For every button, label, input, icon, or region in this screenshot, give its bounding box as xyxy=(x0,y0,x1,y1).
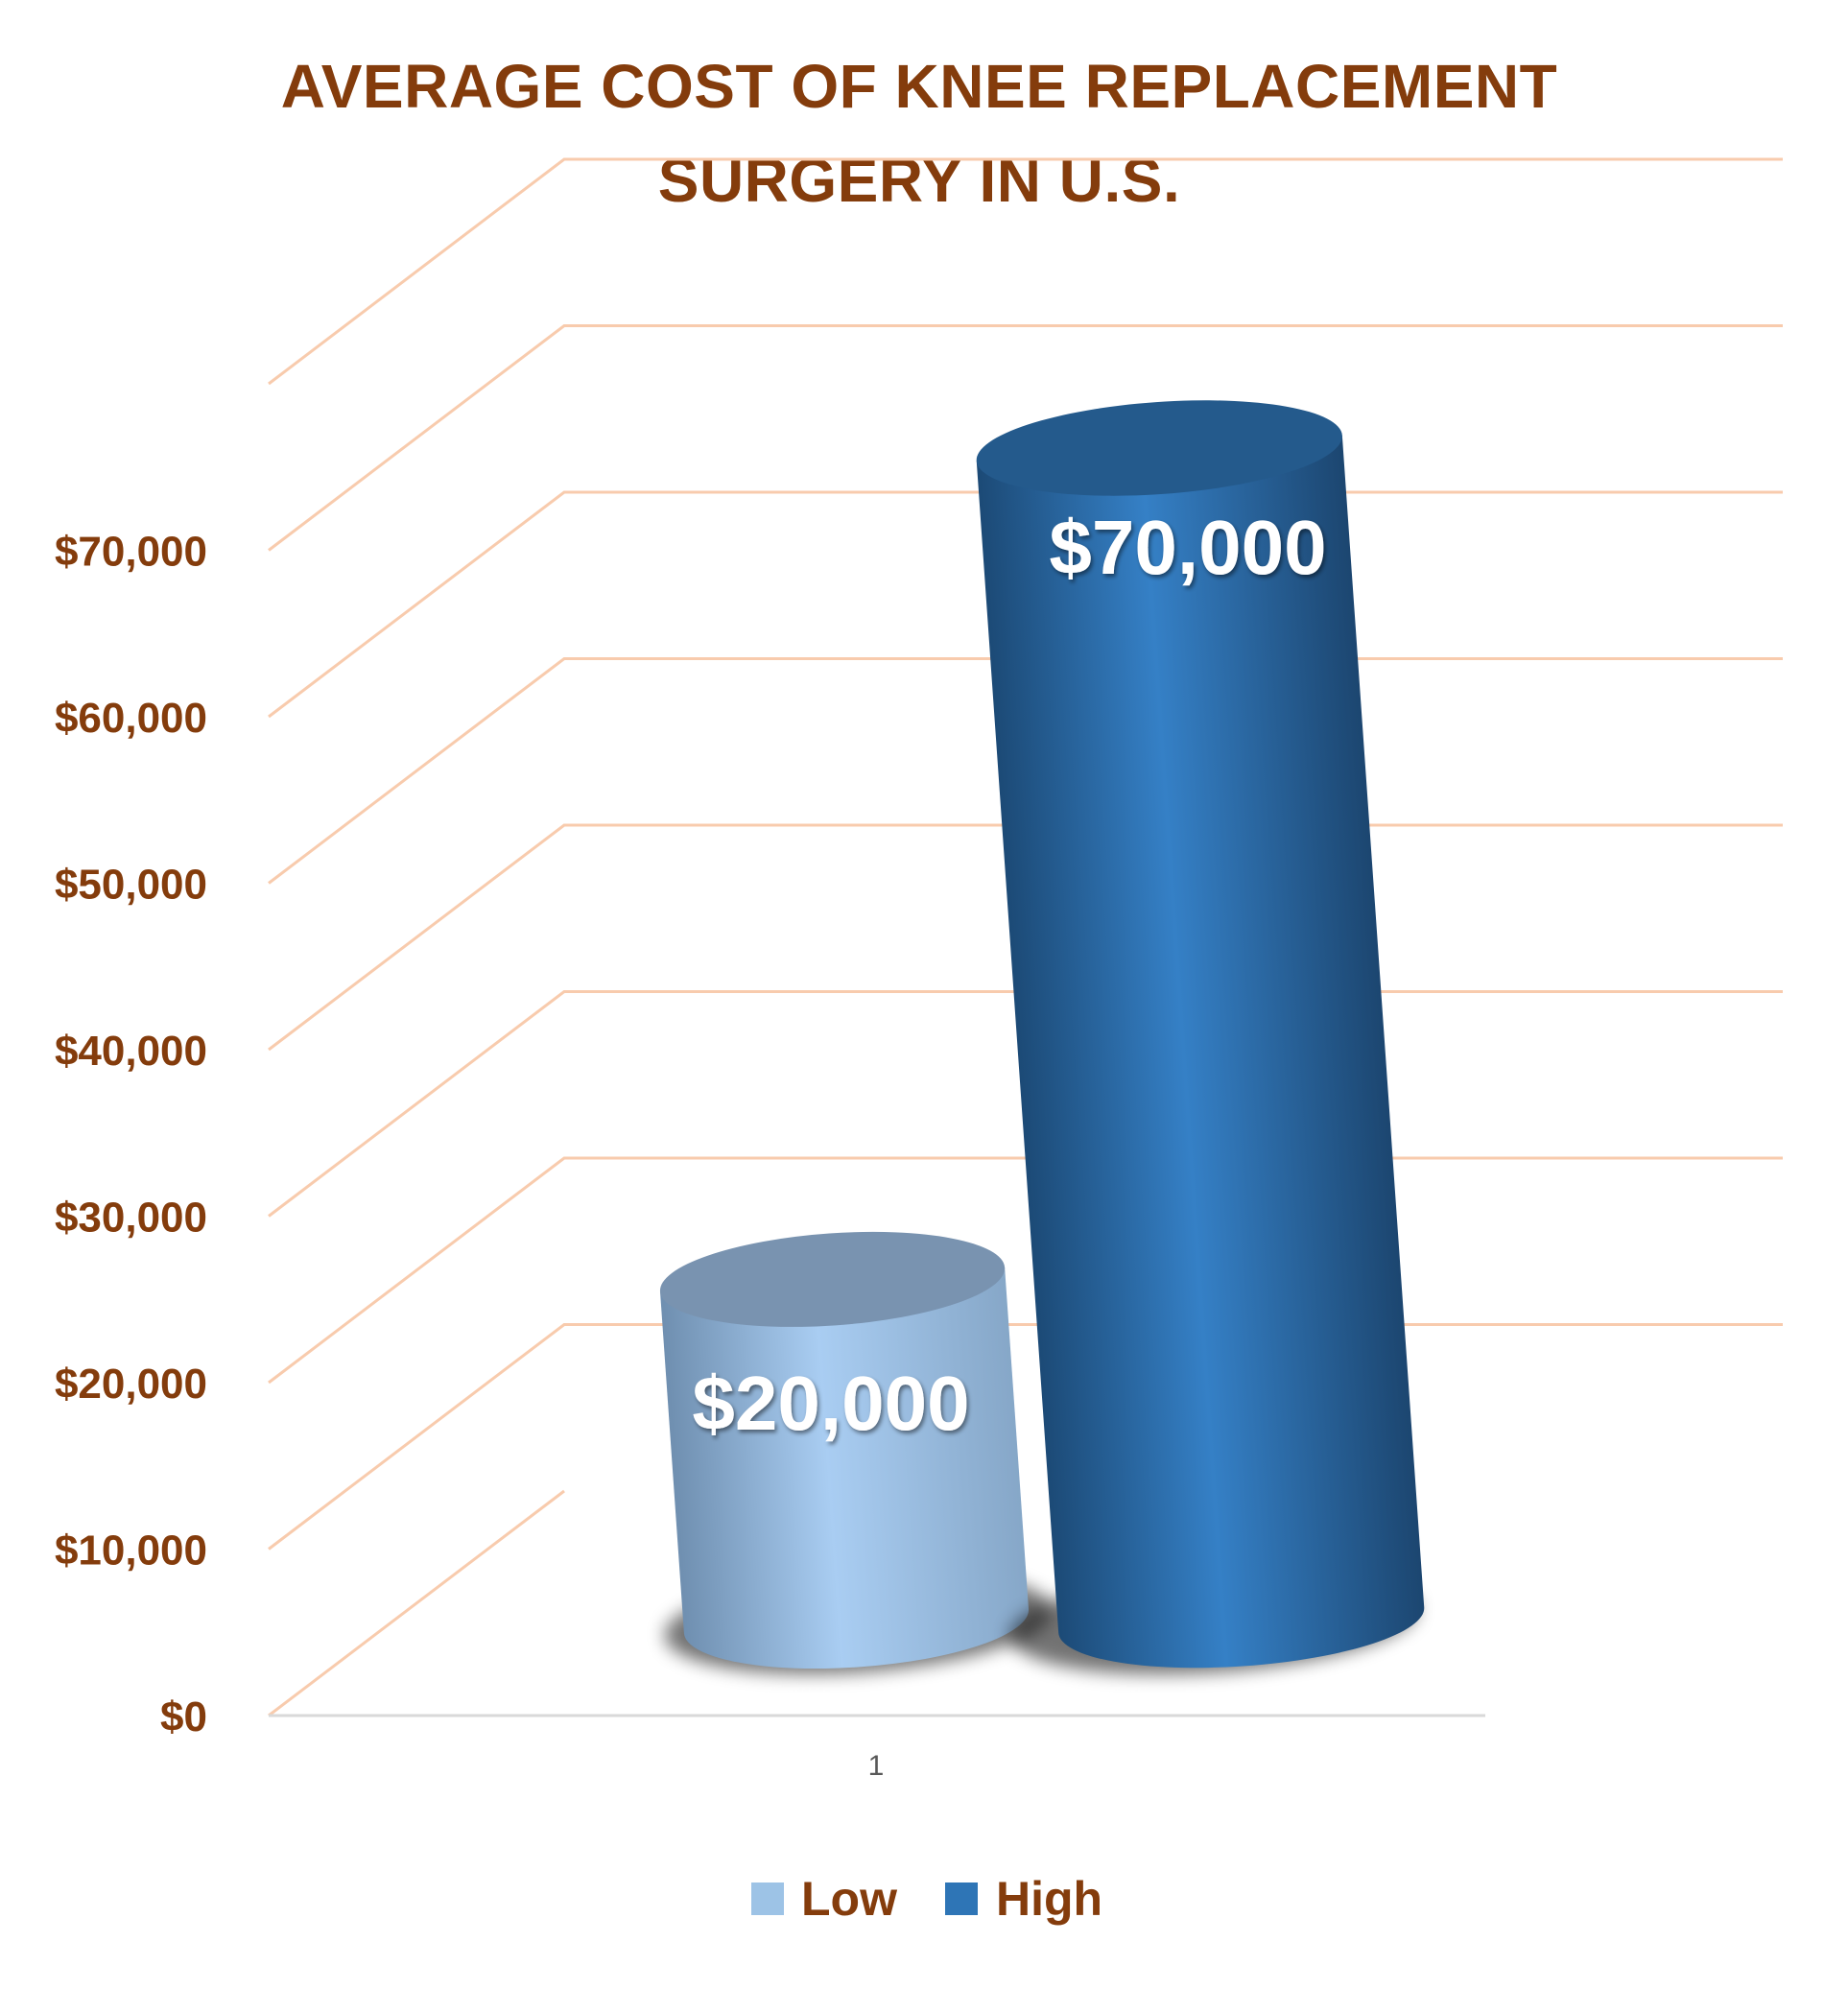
y-tick-label: $0 xyxy=(160,1693,207,1740)
gridline-floor xyxy=(268,1489,565,1717)
y-tick-label: $60,000 xyxy=(55,695,207,742)
y-tick-label: $10,000 xyxy=(55,1527,207,1575)
legend-swatch xyxy=(945,1882,978,1915)
legend-item-high: High xyxy=(945,1872,1102,1926)
gridline xyxy=(268,823,1783,1052)
gridline xyxy=(268,1323,1783,1551)
legend-swatch xyxy=(751,1882,784,1915)
chart-title-line-2: SURGERY IN U.S. xyxy=(658,146,1181,215)
bar-side xyxy=(659,1267,1030,1669)
gridline xyxy=(268,324,1783,552)
y-tick-label: $40,000 xyxy=(55,1028,207,1075)
gridline xyxy=(268,157,1783,386)
gridline xyxy=(268,657,1783,885)
chart-title-line-1: AVERAGE COST OF KNEE REPLACEMENT xyxy=(281,52,1557,121)
legend-label: High xyxy=(996,1872,1102,1926)
bar-body xyxy=(976,435,1425,1669)
y-tick-label: $30,000 xyxy=(55,1195,207,1242)
data-label-high: $70,000 xyxy=(1049,505,1326,590)
y-tick-label: $50,000 xyxy=(55,862,207,909)
axes: $0 $10,000 $20,000 $30,000 $40,000 $50,000 $60… xyxy=(55,529,1485,1782)
legend: Low High xyxy=(751,1872,1102,1926)
x-tick-label: 1 xyxy=(868,1750,885,1782)
bar-top xyxy=(976,400,1342,496)
gridline xyxy=(268,1156,1783,1385)
y-tick-label: $70,000 xyxy=(55,529,207,576)
legend-item-low: Low xyxy=(751,1872,897,1926)
bar-side xyxy=(976,435,1425,1669)
bar-top xyxy=(659,1231,1006,1327)
chart-title: AVERAGE COST OF KNEE REPLACEMENT SURGERY … xyxy=(281,52,1557,215)
bar-high xyxy=(976,400,1425,1674)
y-tick-label: $20,000 xyxy=(55,1361,207,1408)
legend-label: Low xyxy=(801,1872,897,1926)
gridlines xyxy=(268,157,1783,1717)
bar-body xyxy=(659,1267,1030,1669)
gridline xyxy=(268,490,1783,719)
data-label-low: $20,000 xyxy=(692,1361,969,1446)
bars xyxy=(659,400,1425,1674)
bar-low xyxy=(659,1231,1052,1674)
data-labels: $20,000 $70,000 xyxy=(692,505,1326,1446)
